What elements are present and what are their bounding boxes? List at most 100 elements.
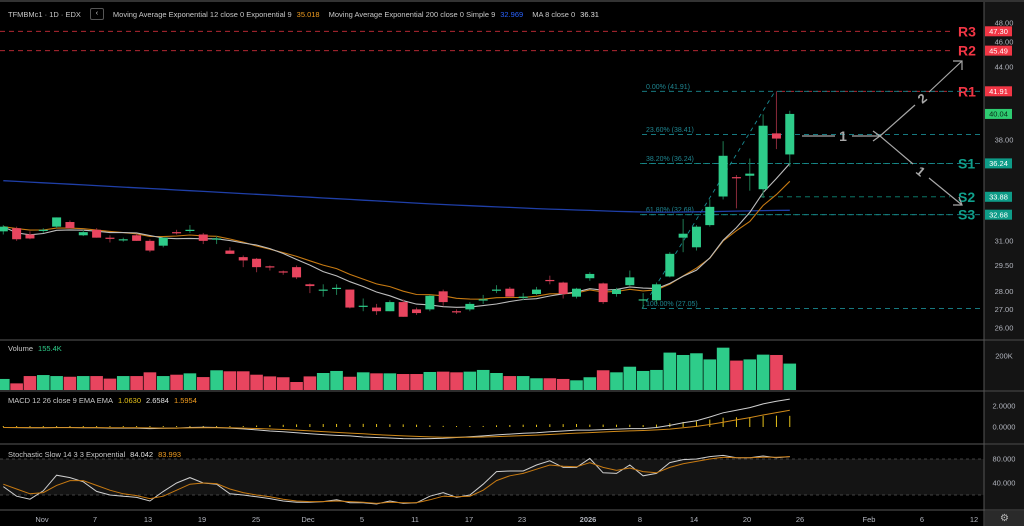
time-tick: Dec — [301, 515, 315, 524]
volume-bar — [130, 376, 143, 390]
settings-button[interactable]: ⚙ — [985, 511, 1024, 526]
volume-bar — [596, 370, 610, 390]
ema12-value: 35.018 — [296, 9, 320, 19]
volume-bar — [450, 372, 463, 390]
projection-line — [879, 104, 916, 137]
volume-bar — [623, 366, 637, 390]
price-tick: 46.00 — [995, 38, 1014, 47]
price-badge — [985, 191, 1012, 202]
candle-body — [118, 239, 128, 241]
price-tick: 48.00 — [995, 18, 1014, 27]
volume-bar — [143, 372, 157, 390]
candle-body — [412, 309, 422, 314]
time-tick: 5 — [360, 515, 364, 524]
candle-body — [771, 133, 781, 139]
price-badge-label: 33.88 — [989, 192, 1008, 201]
volume-bar — [636, 370, 650, 390]
candle-body — [452, 311, 462, 313]
candle-body — [678, 233, 688, 238]
time-tick: 17 — [465, 515, 473, 524]
candle-body — [545, 279, 555, 282]
price-badge-label: 40.04 — [989, 110, 1008, 119]
candle-body — [198, 234, 208, 241]
projection-label: 1 — [913, 163, 928, 179]
volume-bar — [170, 374, 183, 390]
price-badge — [985, 209, 1012, 220]
volume-bar — [663, 352, 677, 390]
time-tick: 23 — [518, 515, 526, 524]
time-tick: Feb — [863, 515, 876, 524]
price-tick: 31.00 — [995, 236, 1014, 245]
projection-label: 1 — [839, 128, 847, 144]
candle-body — [185, 229, 195, 231]
fib-label: 61.80% (32.68) — [646, 207, 694, 214]
candle-body — [478, 299, 488, 301]
volume-bar — [156, 376, 170, 390]
macd-label: MACD 12 26 close 9 EMA EMA — [8, 396, 114, 405]
price-badge — [985, 45, 1012, 56]
macd-signal-value: 1.5954 — [173, 396, 197, 405]
fib-label: 0.00% (41.91) — [646, 84, 690, 91]
fib-trend-line — [641, 91, 776, 309]
chevron-left-icon[interactable]: ‹ — [89, 8, 104, 20]
volume-bar — [730, 360, 743, 390]
candle-body — [518, 296, 528, 298]
projection-line — [928, 177, 963, 206]
candle-body — [38, 229, 48, 231]
price-tick: 29.50 — [995, 261, 1014, 270]
volume-bar — [236, 371, 250, 390]
time-tick: 19 — [198, 515, 206, 524]
candle-body — [0, 226, 8, 232]
level-label-r3: R3 — [958, 23, 976, 39]
volume-bar — [330, 370, 343, 390]
candle-body — [92, 229, 102, 238]
fib-label: 100.00% (27.05) — [646, 301, 698, 308]
candle-body — [332, 287, 342, 290]
candle-body — [78, 232, 88, 236]
level-label-s2: S2 — [958, 189, 975, 205]
ma8-line — [3, 163, 791, 308]
volume-bar — [530, 378, 543, 390]
volume-bar — [316, 373, 330, 390]
candle-body — [598, 283, 608, 303]
time-tick: 13 — [144, 515, 152, 524]
volume-bar — [490, 373, 503, 390]
candle-body — [425, 295, 435, 310]
time-tick: 20 — [743, 515, 751, 524]
stoch-d-value: 83.993 — [158, 450, 182, 459]
candle-body — [718, 155, 728, 197]
price-badge-label: 36.24 — [989, 159, 1008, 168]
candle-body — [238, 257, 248, 261]
volume-bar — [196, 377, 210, 390]
volume-legend: Volume 155.4K — [8, 344, 62, 353]
ema200-line — [3, 180, 790, 213]
time-tick: 25 — [252, 515, 260, 524]
candle-body — [571, 288, 581, 297]
ema200-label: Moving Average Exponential 200 close 0 S… — [328, 9, 496, 19]
stoch-legend: Stochastic Slow 14 3 3 Exponential 84.04… — [8, 450, 181, 459]
volume-bar — [770, 354, 783, 390]
time-tick: 6 — [920, 515, 924, 524]
candle-body — [305, 284, 315, 287]
ma8-label: MA 8 close 0 — [532, 9, 576, 19]
candle-body — [25, 234, 35, 239]
volume-bar — [396, 374, 410, 390]
volume-bar — [383, 373, 397, 390]
macd-hist-value: 1.0630 — [118, 396, 141, 405]
candle-body — [731, 177, 741, 179]
ema12-label: Moving Average Exponential 12 close 0 Ex… — [112, 9, 292, 19]
macd-signal-line — [3, 409, 790, 438]
volume-bar — [756, 354, 770, 390]
candle-body — [52, 217, 62, 227]
volume-bar — [783, 363, 797, 390]
candle-body — [318, 289, 328, 291]
time-tick: 26 — [796, 515, 804, 524]
candle-body — [265, 266, 275, 268]
volume-bar — [103, 378, 117, 390]
candle-body — [12, 228, 22, 240]
volume-bar — [570, 380, 583, 390]
symbol-title: TFMBMc1 · 1D · EDX — [8, 9, 81, 19]
volume-value: 155.4K — [38, 344, 62, 353]
stoch-band-fill — [0, 459, 984, 495]
